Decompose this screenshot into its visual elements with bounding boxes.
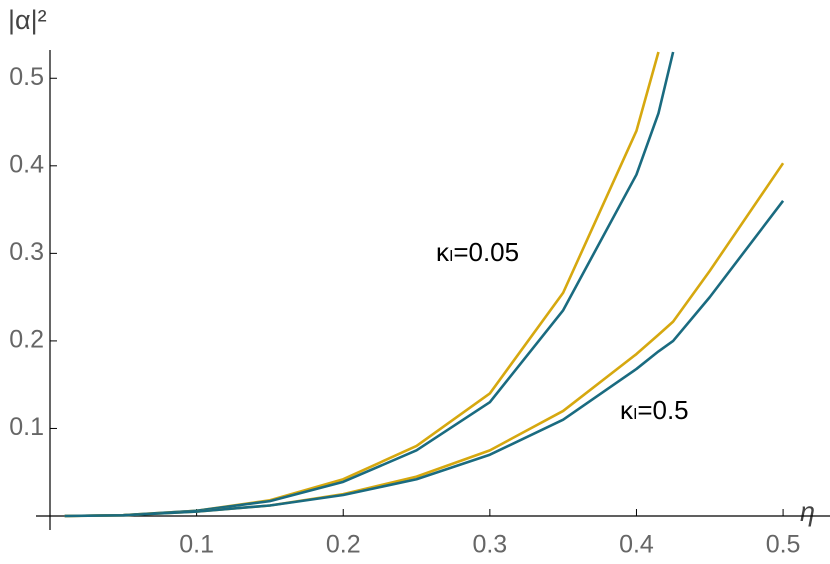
line [64,51,660,518]
y-tick-label: 0.3 [9,238,44,266]
x-tick-label: 0.2 [326,531,361,559]
line [64,200,785,518]
x-axis-label: η [800,497,815,527]
x-tick-label: 0.3 [472,531,507,559]
x-tick-label: 0.5 [766,531,801,559]
annotation: κₗ=0.05 [436,237,519,267]
y-tick-label: 0.2 [9,326,44,354]
x-tick-label: 0.4 [619,531,654,559]
line [64,51,675,518]
y-tick-label: 0.4 [9,150,44,178]
annotation: κₗ=0.5 [620,395,689,425]
x-tick-label: 0.1 [179,531,214,559]
y-axis-label: |α|² [8,5,47,35]
y-tick-label: 0.1 [9,413,44,441]
y-tick-label: 0.5 [9,63,44,91]
